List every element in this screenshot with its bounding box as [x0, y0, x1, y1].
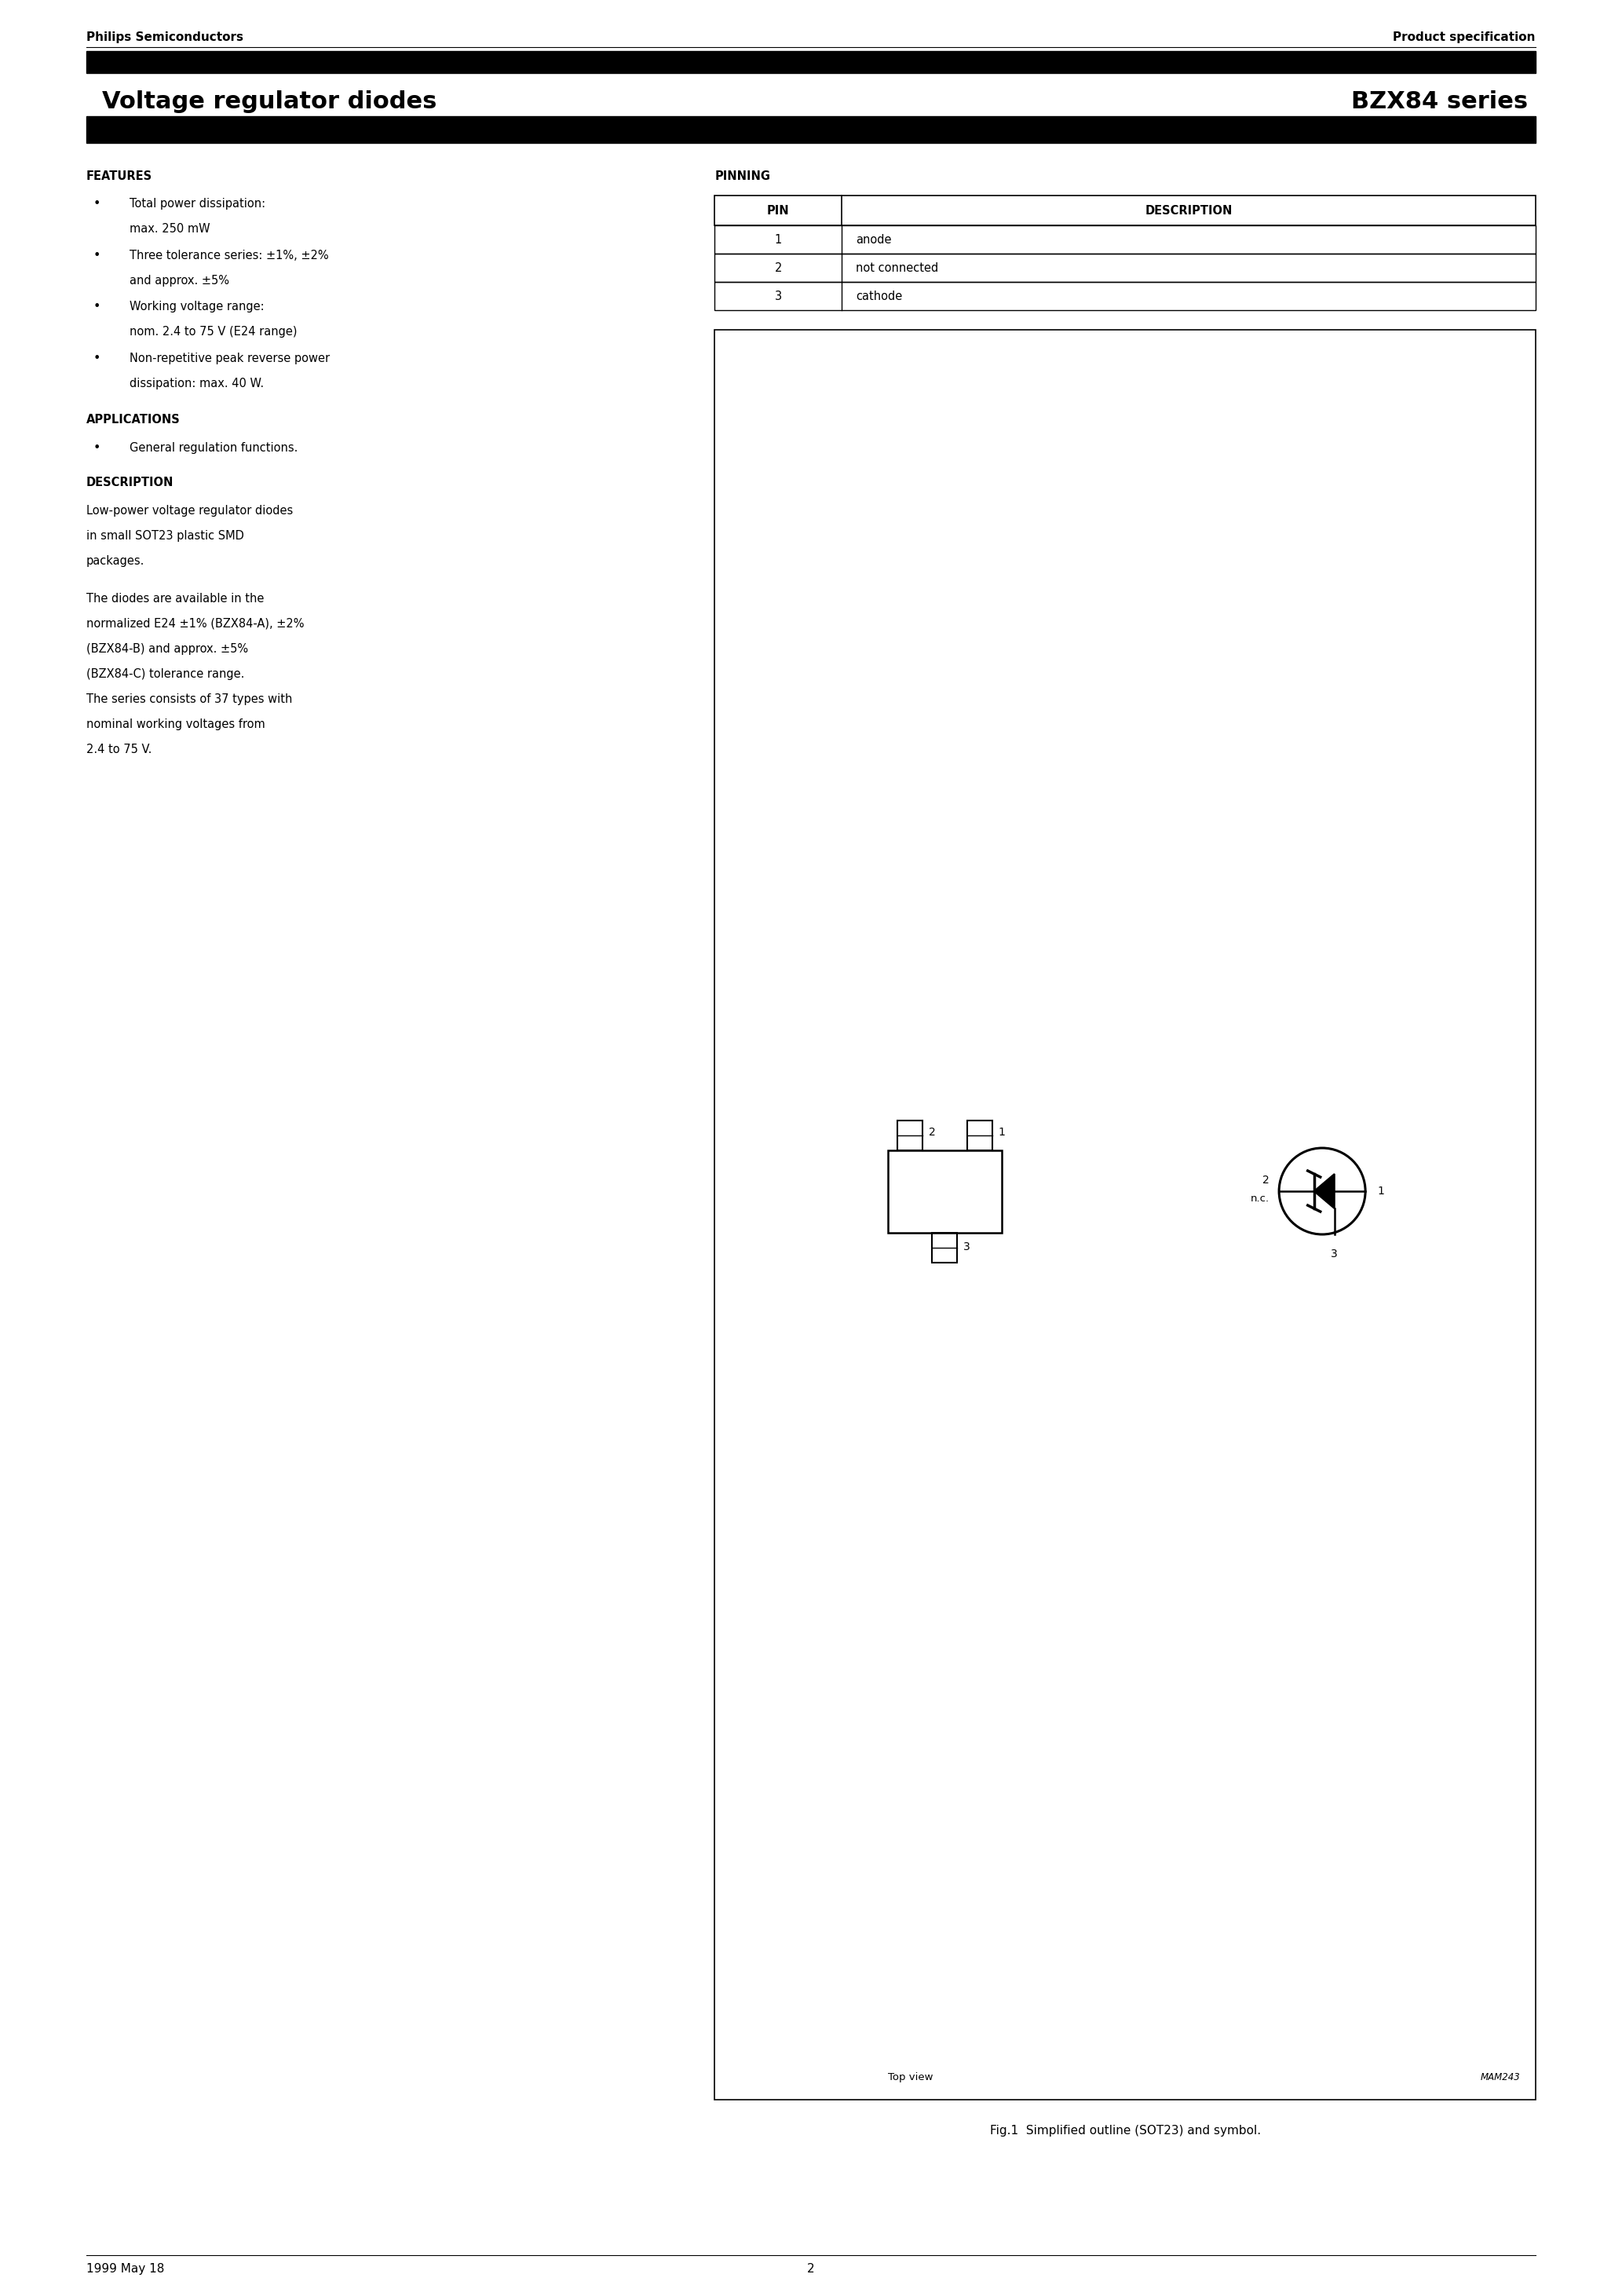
Text: 1: 1	[1377, 1185, 1384, 1196]
Text: •: •	[94, 250, 101, 262]
Text: Total power dissipation:: Total power dissipation:	[130, 197, 266, 209]
Bar	[86, 51, 1536, 73]
Text: 2: 2	[808, 2264, 814, 2275]
Text: normalized E24 ±1% (BZX84-A), ±2%: normalized E24 ±1% (BZX84-A), ±2%	[86, 618, 305, 629]
Text: nom. 2.4 to 75 V (E24 range): nom. 2.4 to 75 V (E24 range)	[130, 326, 297, 338]
Text: MAM243: MAM243	[1481, 2073, 1520, 2082]
Text: 3: 3	[1332, 1249, 1338, 1261]
Text: 1999 May 18: 1999 May 18	[86, 2264, 164, 2275]
Text: 3: 3	[963, 1242, 970, 1254]
Text: 2: 2	[928, 1127, 936, 1137]
Text: nominal working voltages from: nominal working voltages from	[86, 719, 264, 730]
Bar	[715, 225, 1536, 253]
Text: 3: 3	[775, 289, 782, 301]
Text: APPLICATIONS: APPLICATIONS	[86, 413, 180, 425]
Text: PINNING: PINNING	[715, 170, 770, 181]
Polygon shape	[1314, 1173, 1335, 1208]
Text: PIN: PIN	[767, 204, 790, 216]
Text: Non-repetitive peak reverse power: Non-repetitive peak reverse power	[130, 354, 329, 365]
Text: 2: 2	[775, 262, 782, 273]
Text: •: •	[94, 197, 101, 209]
Bar	[715, 195, 1536, 225]
Text: (BZX84-B) and approx. ±5%: (BZX84-B) and approx. ±5%	[86, 643, 248, 654]
Text: max. 250 mW: max. 250 mW	[130, 223, 211, 234]
Text: not connected: not connected	[856, 262, 939, 273]
Text: •: •	[94, 301, 101, 312]
Text: •: •	[94, 441, 101, 455]
Text: Voltage regulator diodes: Voltage regulator diodes	[102, 92, 436, 113]
Text: and approx. ±5%: and approx. ±5%	[130, 276, 229, 287]
Text: Working voltage range:: Working voltage range:	[130, 301, 264, 312]
Text: Top view: Top view	[887, 2073, 933, 2082]
Text: DESCRIPTION: DESCRIPTION	[86, 478, 174, 489]
Text: 1: 1	[998, 1127, 1006, 1137]
Text: 2.4 to 75 V.: 2.4 to 75 V.	[86, 744, 152, 755]
Text: •: •	[94, 354, 101, 365]
Bar	[933, 1233, 957, 1263]
Text: Low-power voltage regulator diodes: Low-power voltage regulator diodes	[86, 505, 294, 517]
Bar	[715, 253, 1536, 282]
Text: General regulation functions.: General regulation functions.	[130, 441, 298, 455]
Text: packages.: packages.	[86, 556, 144, 567]
Text: BZX84 series: BZX84 series	[1351, 92, 1528, 113]
Text: anode: anode	[856, 234, 892, 246]
Text: 1: 1	[775, 234, 782, 246]
Text: dissipation: max. 40 W.: dissipation: max. 40 W.	[130, 379, 264, 390]
Text: Philips Semiconductors: Philips Semiconductors	[86, 32, 243, 44]
Text: The series consists of 37 types with: The series consists of 37 types with	[86, 693, 292, 705]
Text: DESCRIPTION: DESCRIPTION	[1145, 204, 1233, 216]
Text: The diodes are available in the: The diodes are available in the	[86, 592, 264, 604]
Text: n.c.: n.c.	[1251, 1194, 1270, 1203]
Text: (BZX84-C) tolerance range.: (BZX84-C) tolerance range.	[86, 668, 245, 680]
Bar	[897, 1120, 923, 1150]
Text: in small SOT23 plastic SMD: in small SOT23 plastic SMD	[86, 530, 243, 542]
Text: Three tolerance series: ±1%, ±2%: Three tolerance series: ±1%, ±2%	[130, 250, 329, 262]
Text: 2: 2	[1262, 1176, 1270, 1185]
Bar	[715, 331, 1536, 2101]
Text: Product specification: Product specification	[1393, 32, 1536, 44]
Text: Fig.1  Simplified outline (SOT23) and symbol.: Fig.1 Simplified outline (SOT23) and sym…	[989, 2124, 1260, 2138]
Text: FEATURES: FEATURES	[86, 170, 152, 181]
Bar	[967, 1120, 993, 1150]
Text: cathode: cathode	[856, 289, 902, 301]
Bar	[715, 282, 1536, 310]
Bar	[86, 117, 1536, 142]
Bar	[887, 1150, 1001, 1233]
